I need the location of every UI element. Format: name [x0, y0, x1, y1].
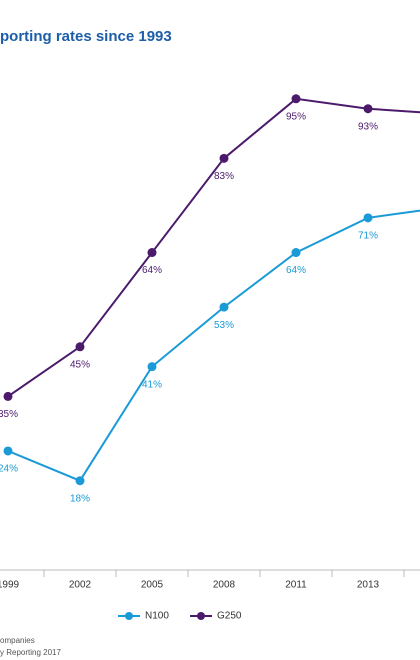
data-point	[3, 391, 13, 401]
series-line	[7, 209, 420, 482]
data-label: 64%	[142, 265, 162, 276]
data-point	[147, 248, 157, 258]
legend-label: N100	[145, 611, 169, 622]
data-point	[363, 213, 373, 223]
source-line: ompanies	[0, 636, 35, 645]
source-line: y Reporting 2017	[0, 648, 61, 657]
data-point	[291, 94, 301, 104]
data-point	[219, 153, 229, 163]
data-label: 18%	[70, 493, 90, 504]
data-label: 24%	[0, 464, 18, 475]
data-point	[147, 362, 157, 372]
x-tick-label: 2013	[357, 580, 380, 591]
data-label: 35%	[0, 409, 18, 420]
legend-swatch	[197, 612, 205, 620]
data-point	[363, 104, 373, 114]
data-label: 53%	[214, 320, 234, 331]
data-label: 95%	[286, 111, 306, 122]
chart-title: porting rates since 1993	[0, 28, 172, 45]
data-point	[291, 248, 301, 258]
legend-swatch	[125, 612, 133, 620]
data-label: 71%	[358, 230, 378, 241]
data-label: 64%	[286, 265, 306, 276]
data-label: 41%	[142, 379, 162, 390]
data-point	[75, 476, 85, 486]
data-label: 45%	[70, 359, 90, 370]
data-point	[75, 342, 85, 352]
series-line	[7, 97, 420, 398]
x-tick-label: 1999	[0, 580, 20, 591]
data-point	[219, 302, 229, 312]
data-label: 93%	[358, 121, 378, 132]
data-label: 83%	[214, 171, 234, 182]
x-tick-label: 2005	[141, 580, 164, 591]
x-tick-label: 2011	[285, 580, 307, 591]
x-tick-label: 2002	[69, 580, 92, 591]
x-tick-label: 2008	[213, 580, 236, 591]
data-point	[3, 446, 13, 456]
legend-label: G250	[217, 611, 242, 622]
